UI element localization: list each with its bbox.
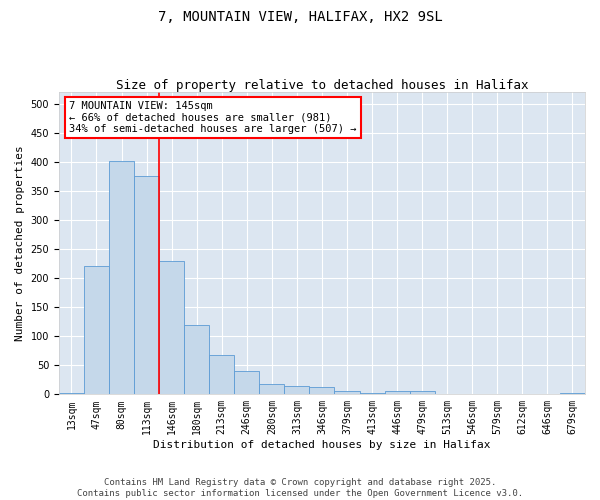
- Bar: [310, 388, 334, 394]
- Title: Size of property relative to detached houses in Halifax: Size of property relative to detached ho…: [116, 79, 528, 92]
- Bar: [334, 391, 359, 394]
- Bar: [410, 391, 434, 394]
- X-axis label: Distribution of detached houses by size in Halifax: Distribution of detached houses by size …: [153, 440, 491, 450]
- Bar: [109, 160, 134, 394]
- Bar: [385, 391, 410, 394]
- Bar: [284, 386, 310, 394]
- Bar: [184, 324, 209, 394]
- Bar: [359, 393, 385, 394]
- Bar: [59, 392, 84, 394]
- Text: Contains HM Land Registry data © Crown copyright and database right 2025.
Contai: Contains HM Land Registry data © Crown c…: [77, 478, 523, 498]
- Bar: [560, 393, 585, 394]
- Bar: [84, 266, 109, 394]
- Bar: [259, 384, 284, 394]
- Y-axis label: Number of detached properties: Number of detached properties: [15, 146, 25, 341]
- Text: 7 MOUNTAIN VIEW: 145sqm
← 66% of detached houses are smaller (981)
34% of semi-d: 7 MOUNTAIN VIEW: 145sqm ← 66% of detache…: [70, 101, 357, 134]
- Bar: [159, 260, 184, 394]
- Text: 7, MOUNTAIN VIEW, HALIFAX, HX2 9SL: 7, MOUNTAIN VIEW, HALIFAX, HX2 9SL: [158, 10, 442, 24]
- Bar: [209, 355, 234, 395]
- Bar: [234, 371, 259, 394]
- Bar: [134, 176, 159, 394]
